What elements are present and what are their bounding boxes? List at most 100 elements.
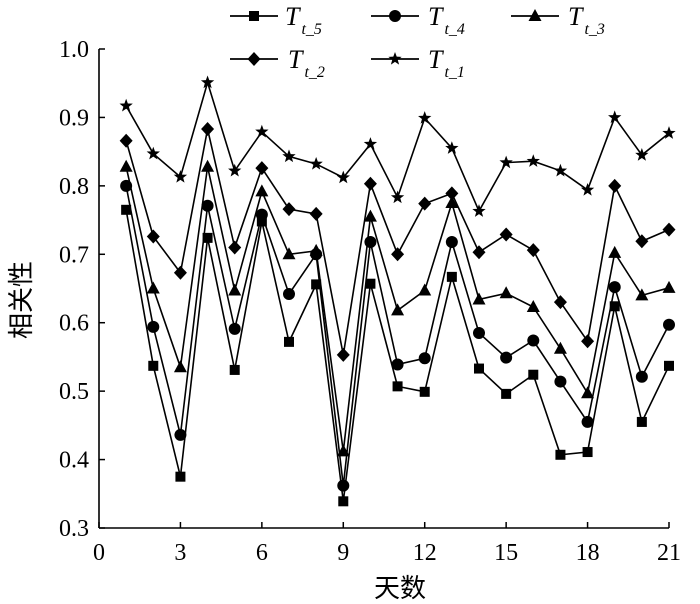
- data-point: [609, 301, 620, 312]
- data-point: [553, 295, 567, 310]
- y-tick-label: 0.9: [59, 105, 89, 131]
- data-point: [392, 381, 403, 392]
- data-point: [501, 388, 512, 399]
- data-point: [500, 351, 513, 364]
- data-point: [663, 318, 675, 331]
- legend-marker: [528, 9, 542, 21]
- data-point: [664, 360, 674, 371]
- data-point: [201, 159, 215, 172]
- data-point: [200, 75, 215, 89]
- data-point: [419, 386, 430, 397]
- data-point: [581, 334, 595, 349]
- data-point: [255, 208, 268, 221]
- y-tick-label: 0.3: [59, 516, 89, 542]
- data-point: [418, 111, 432, 124]
- data-point: [580, 182, 595, 196]
- data-point: [582, 447, 593, 458]
- data-point: [173, 265, 187, 280]
- data-point: [147, 320, 160, 333]
- series-t-5: [121, 204, 674, 507]
- data-point: [662, 222, 676, 237]
- data-point: [363, 137, 378, 150]
- series-t-3: [119, 159, 676, 457]
- data-point: [336, 347, 350, 362]
- y-axis-title: 相关性: [7, 261, 37, 339]
- data-point: [474, 363, 484, 374]
- data-point: [527, 334, 540, 347]
- x-axis-title: 天数: [374, 574, 426, 604]
- data-point: [338, 496, 349, 507]
- data-point: [608, 281, 621, 294]
- x-tick-label: 12: [413, 540, 437, 566]
- axes: 0.3 0.4 0.5 0.6 0.7 0.8 0.9 1.0 0 3 6 9 12 15 18 21: [59, 37, 681, 566]
- data-point: [228, 322, 241, 335]
- data-point: [526, 299, 540, 312]
- data-point: [228, 283, 242, 296]
- data-point: [148, 360, 159, 371]
- data-point: [391, 247, 405, 262]
- x-tick-label: 18: [576, 540, 600, 566]
- data-point: [608, 178, 622, 193]
- data-point: [119, 133, 133, 148]
- y-tick-label: 0.5: [59, 379, 89, 405]
- data-point: [175, 471, 186, 482]
- x-tick-label: 15: [494, 540, 518, 566]
- x-tick-label: 6: [256, 540, 268, 566]
- data-point: [635, 370, 648, 383]
- data-point: [418, 196, 432, 211]
- legend-marker: [389, 10, 401, 22]
- data-point: [635, 148, 649, 161]
- data-point: [555, 449, 566, 460]
- y-tick-label: 0.4: [59, 448, 89, 474]
- legend-marker: [388, 52, 402, 65]
- data-point: [391, 303, 405, 316]
- data-point: [636, 416, 647, 427]
- data-point: [282, 202, 296, 217]
- data-point: [499, 155, 513, 169]
- series-t-1: [119, 75, 676, 217]
- data-point: [173, 360, 187, 373]
- series-t-4: [120, 179, 675, 492]
- data-point: [311, 279, 322, 290]
- data-point: [229, 364, 240, 375]
- data-point: [228, 240, 242, 255]
- data-point: [119, 159, 133, 172]
- data-point: [581, 415, 594, 428]
- data-point: [309, 243, 323, 256]
- data-point: [473, 326, 485, 339]
- data-point: [119, 98, 133, 112]
- data-point: [336, 444, 350, 457]
- legend-marker: [247, 52, 261, 66]
- data-point: [445, 235, 458, 248]
- data-point: [662, 126, 676, 139]
- data-point: [284, 336, 294, 347]
- data-point: [228, 163, 242, 177]
- series-layer: [119, 75, 676, 507]
- data-point: [554, 375, 567, 388]
- data-point: [472, 245, 486, 260]
- legend-marker: [249, 11, 259, 21]
- data-point: [201, 122, 215, 137]
- data-point: [174, 428, 187, 441]
- data-point: [581, 386, 595, 399]
- data-point: [418, 352, 431, 365]
- x-tick-label: 9: [337, 540, 349, 566]
- data-point: [553, 341, 567, 354]
- data-point: [146, 229, 160, 244]
- data-point: [255, 184, 269, 197]
- x-tick-label: 3: [174, 540, 186, 566]
- data-point: [363, 209, 377, 222]
- data-point: [446, 271, 457, 282]
- data-point: [283, 287, 295, 300]
- y-tick-label: 0.7: [59, 242, 89, 268]
- data-point: [282, 149, 296, 163]
